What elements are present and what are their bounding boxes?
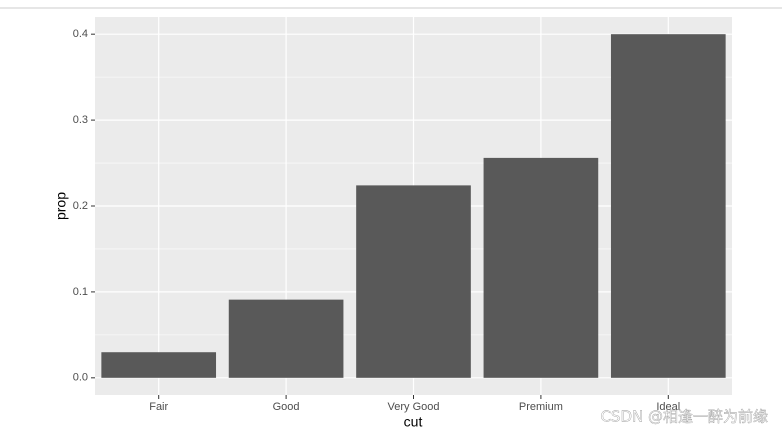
bar [483,157,599,378]
bar [610,34,726,378]
bar [101,352,217,378]
y-tick-label: 0.4 [73,28,88,40]
y-tick-label: 0.3 [73,114,88,126]
x-tick-label: Very Good [388,401,440,413]
watermark: CSDN @相逢一醉为前缘 [600,408,768,426]
x-tick-label: Good [273,401,300,413]
y-tick-label: 0.0 [73,372,88,384]
y-tick-label: 0.1 [73,286,88,298]
x-tick-label: Premium [519,401,563,413]
y-tick-label: 0.2 [73,200,88,212]
x-axis-title: cut [404,414,423,430]
x-tick-label: Ideal [656,401,680,413]
bar [356,185,471,378]
x-tick-label: Fair [149,401,168,413]
y-axis-title: prop [53,192,69,220]
bar [228,299,344,378]
